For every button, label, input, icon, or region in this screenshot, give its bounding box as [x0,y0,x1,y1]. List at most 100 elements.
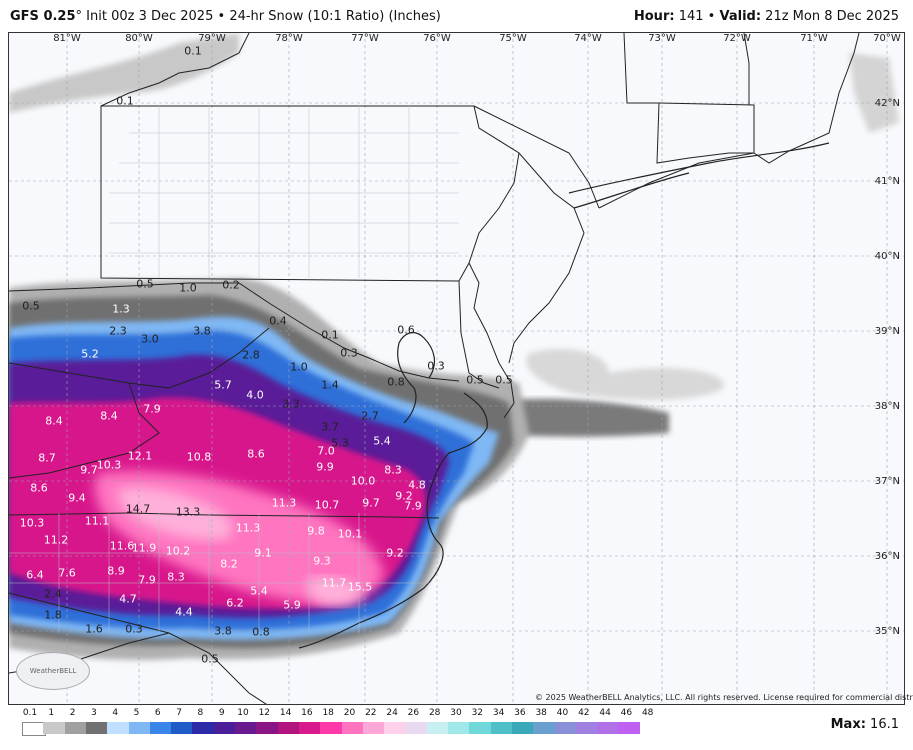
snow-value: 2.3 [109,324,127,338]
snow-value: 11.3 [271,496,297,510]
degree-sign: ° [75,9,83,24]
snow-value: 1.0 [179,281,197,295]
snow-value: 4.8 [408,478,426,492]
legend-tick-label: 42 [578,708,590,718]
offshore-snow-light [526,349,725,400]
legend-swatch [320,722,342,734]
snow-value: 7.9 [404,499,422,513]
snow-value: 4.0 [246,388,264,402]
snow-value: 10.3 [19,516,45,530]
legend-swatch [192,722,215,734]
lake-shading [9,33,239,113]
lat-label: 38°N [874,401,900,412]
graticule [9,33,904,704]
snow-value: 8.6 [30,481,48,495]
legend-swatch [448,722,470,734]
snow-value: 8.7 [38,451,56,465]
legend-swatch [575,722,598,734]
snow-value: 6.2 [226,596,244,610]
weatherbell-logo: WeatherBELL [16,652,90,690]
snow-value: 9.8 [307,524,325,538]
legend-tick-label: 10 [237,708,249,718]
snow-value: 1.4 [321,378,339,392]
snow-value: 0.5 [201,652,219,666]
map-canvas [9,33,904,704]
snow-value: 7.9 [138,573,156,587]
snow-value: 9.7 [362,496,380,510]
snow-value: 8.2 [220,557,238,571]
snow-value: 5.9 [283,598,301,612]
snow-value: 2.7 [361,409,379,423]
legend-swatch [277,722,300,734]
legend-swatch [107,722,129,734]
lon-label: 79°W [198,33,226,44]
legend-swatch [384,722,406,734]
snow-value: 10.1 [337,527,363,541]
legend-swatch [298,722,321,734]
snow-value: 1.3 [112,302,130,316]
snow-value: 2.8 [242,348,260,362]
snow-value: 2.4 [44,587,62,601]
legend-swatch [149,722,172,734]
snow-value: 10.0 [350,474,376,488]
snowfall-map[interactable]: 81°W 80°W 79°W 78°W 77°W 76°W 75°W 74°W … [8,32,905,705]
legend-tick-label: 30 [450,708,462,718]
lon-label: 76°W [423,33,451,44]
snow-value: 5.2 [81,347,99,361]
snow-value: 1.6 [85,622,103,636]
snow-value: 11.7 [321,576,347,590]
legend-swatch [341,722,364,734]
snow-value: 3.8 [193,324,211,338]
legend-tick-label: 36 [514,708,526,718]
lon-label: 77°W [351,33,379,44]
lat-label: 39°N [874,326,900,337]
snow-value: 5.4 [250,584,268,598]
legend-swatch [597,722,619,734]
snow-value: 0.5 [466,373,484,387]
legend-tick-label: 20 [343,708,356,718]
hour-value: 141 [678,9,704,24]
snow-value: 0.5 [22,299,40,313]
lat-label: 42°N [874,98,900,109]
snow-value: 10.3 [96,458,122,472]
lon-label: 71°W [800,33,828,44]
legend-tick-label: 40 [556,708,569,718]
snow-value: 5.7 [214,378,232,392]
snow-value: 11.3 [235,521,261,535]
lon-label: 72°W [723,33,751,44]
max-label: Max: [830,717,866,732]
snow-value: 9.7 [80,463,98,477]
snow-value: 9.2 [395,489,413,503]
snow-value: 1.8 [44,608,62,622]
snow-value: 8.9 [107,564,125,578]
legend-tick-label: 22 [365,708,377,718]
legend-swatch [554,722,577,734]
lon-label: 74°W [574,33,602,44]
lon-label: 73°W [648,33,676,44]
legend-tick-label: 7 [176,708,182,718]
legend-tick-label: 34 [492,708,505,718]
legend-swatch [171,722,193,734]
copyright-notice: © 2025 WeatherBELL Analytics, LLC. All r… [535,693,913,702]
lon-label: 81°W [53,33,81,44]
color-legend: 0.1 1 2 3 4 5 6 7 8 9 10 12 14 16 18 20 22 24 26 28 30 32 34 36… [22,708,662,738]
snow-value: 11.9 [131,541,157,555]
snow-value: 0.8 [252,625,270,639]
snow-value: 0.3 [427,359,445,373]
legend-swatch [362,722,385,734]
snow-value: 13.3 [175,505,201,519]
snow-value: 12.1 [127,449,153,463]
legend-swatch [618,722,641,734]
snow-value: 9.2 [386,546,404,560]
legend-tick-label: 28 [428,708,441,718]
snow-value: 10.2 [165,544,191,558]
snow-value: 0.1 [184,44,202,58]
legend-tick-label: 9 [218,708,225,718]
snow-value: 0.1 [116,94,134,108]
snow-value: 9.4 [68,491,86,505]
snow-value: 8.4 [100,409,118,423]
legend-tick-label: 5 [133,708,140,718]
valid-label: Valid: [719,9,762,24]
legend-swatch [213,722,236,734]
model-name: GFS 0.25 [10,9,76,24]
